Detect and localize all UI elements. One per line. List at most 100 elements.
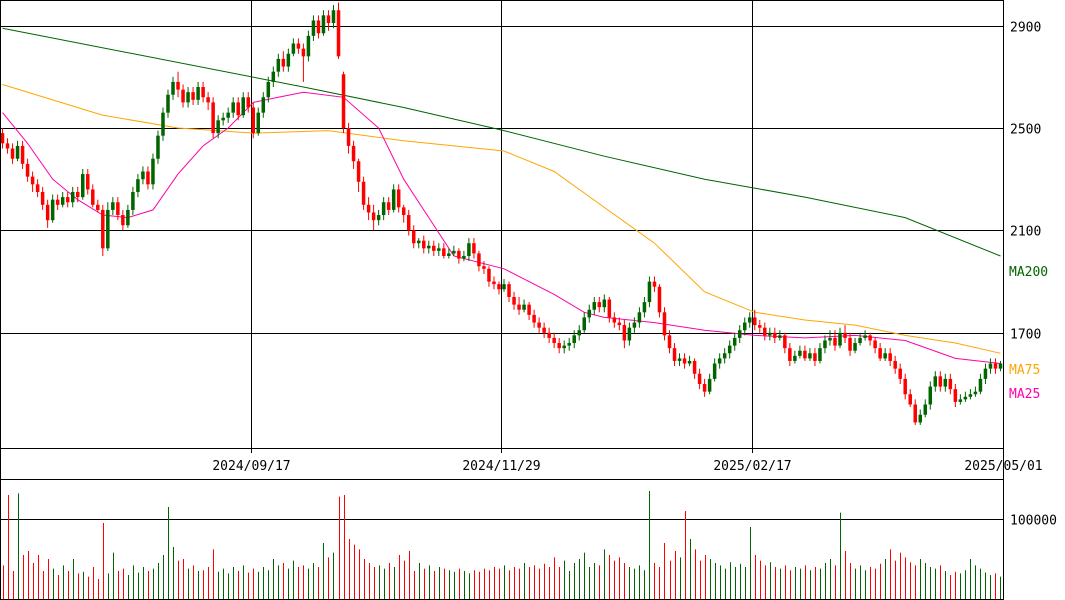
candle (55, 194, 60, 210)
candle-body (722, 353, 727, 359)
candle-body (401, 207, 406, 216)
candle (291, 38, 296, 57)
candle-body (923, 404, 928, 415)
candle (883, 348, 887, 361)
candle (662, 307, 667, 341)
candle (447, 248, 451, 259)
candle (206, 92, 210, 111)
candle-body (316, 20, 321, 34)
candle (181, 84, 185, 108)
candle (321, 10, 326, 36)
candle (427, 240, 431, 254)
candle (416, 238, 421, 249)
candle-body (211, 102, 215, 134)
candle-body (843, 332, 847, 338)
candle-body (346, 128, 351, 146)
candle (472, 238, 476, 259)
candle-body (773, 332, 777, 338)
price-grid (0, 0, 1004, 448)
candle-body (737, 330, 742, 338)
candle (437, 243, 441, 256)
candle-body (557, 343, 561, 349)
candle-body (181, 89, 185, 103)
candle (727, 340, 732, 359)
candle-body (753, 317, 757, 326)
candle (722, 348, 727, 364)
candle-body (657, 286, 662, 313)
candle-body (151, 158, 155, 185)
candle-body (321, 15, 326, 34)
candle-body (617, 322, 622, 326)
candle (677, 353, 682, 367)
candle (898, 363, 902, 384)
candle (878, 343, 882, 361)
candle (788, 343, 792, 367)
candle-body (96, 204, 100, 210)
candle-body (828, 337, 832, 341)
candle-body (662, 312, 667, 336)
candle-body (10, 148, 15, 159)
candle (251, 102, 256, 139)
candle-body (482, 266, 486, 269)
candle (311, 15, 316, 41)
candle-body (246, 97, 250, 108)
candle (943, 373, 948, 392)
candle (793, 350, 797, 364)
candle-body (101, 209, 105, 249)
candle (482, 261, 486, 274)
candle (657, 284, 662, 318)
candle-body (366, 204, 371, 213)
candle (983, 363, 988, 384)
candle (963, 391, 968, 402)
candle (50, 194, 55, 223)
candle (547, 327, 551, 344)
candle (853, 337, 857, 354)
candle (467, 238, 471, 262)
candle (697, 368, 702, 390)
candle (903, 373, 907, 400)
candle-body (116, 202, 120, 216)
candle (497, 281, 501, 295)
candle-body (55, 199, 60, 205)
candle (632, 317, 637, 333)
candle (808, 348, 812, 361)
candle-body (823, 340, 827, 349)
candle (457, 248, 461, 264)
candle (25, 158, 30, 182)
candle-body (803, 350, 807, 359)
candle (146, 166, 150, 190)
candle (161, 107, 165, 141)
candle (512, 291, 516, 310)
candle (602, 294, 607, 313)
candle-body (171, 81, 175, 95)
candle (462, 250, 466, 262)
candle-body (863, 335, 867, 338)
candle (196, 81, 200, 105)
candle-body (432, 245, 436, 251)
candle (868, 332, 872, 346)
candle-body (236, 102, 240, 116)
candle (406, 209, 411, 236)
candle (116, 197, 120, 221)
candle-body (437, 248, 441, 251)
candle (612, 312, 617, 328)
candle-body (612, 317, 617, 323)
candle-body (963, 396, 968, 400)
candle-body (341, 74, 346, 128)
candle (798, 345, 802, 359)
legend-ma75: MA75 (1009, 363, 1040, 378)
candle (667, 330, 672, 354)
candle (131, 186, 135, 216)
candle (833, 330, 837, 351)
candle (75, 186, 80, 203)
candle-body (386, 202, 391, 210)
candle-body (422, 240, 426, 249)
candle-body (547, 332, 551, 338)
candle-body (416, 240, 421, 244)
date-tick-label: 2025/05/01 (964, 459, 1042, 474)
candle-body (86, 174, 90, 190)
candle-body (261, 97, 266, 113)
candle (91, 184, 95, 208)
candle-body (502, 284, 506, 290)
